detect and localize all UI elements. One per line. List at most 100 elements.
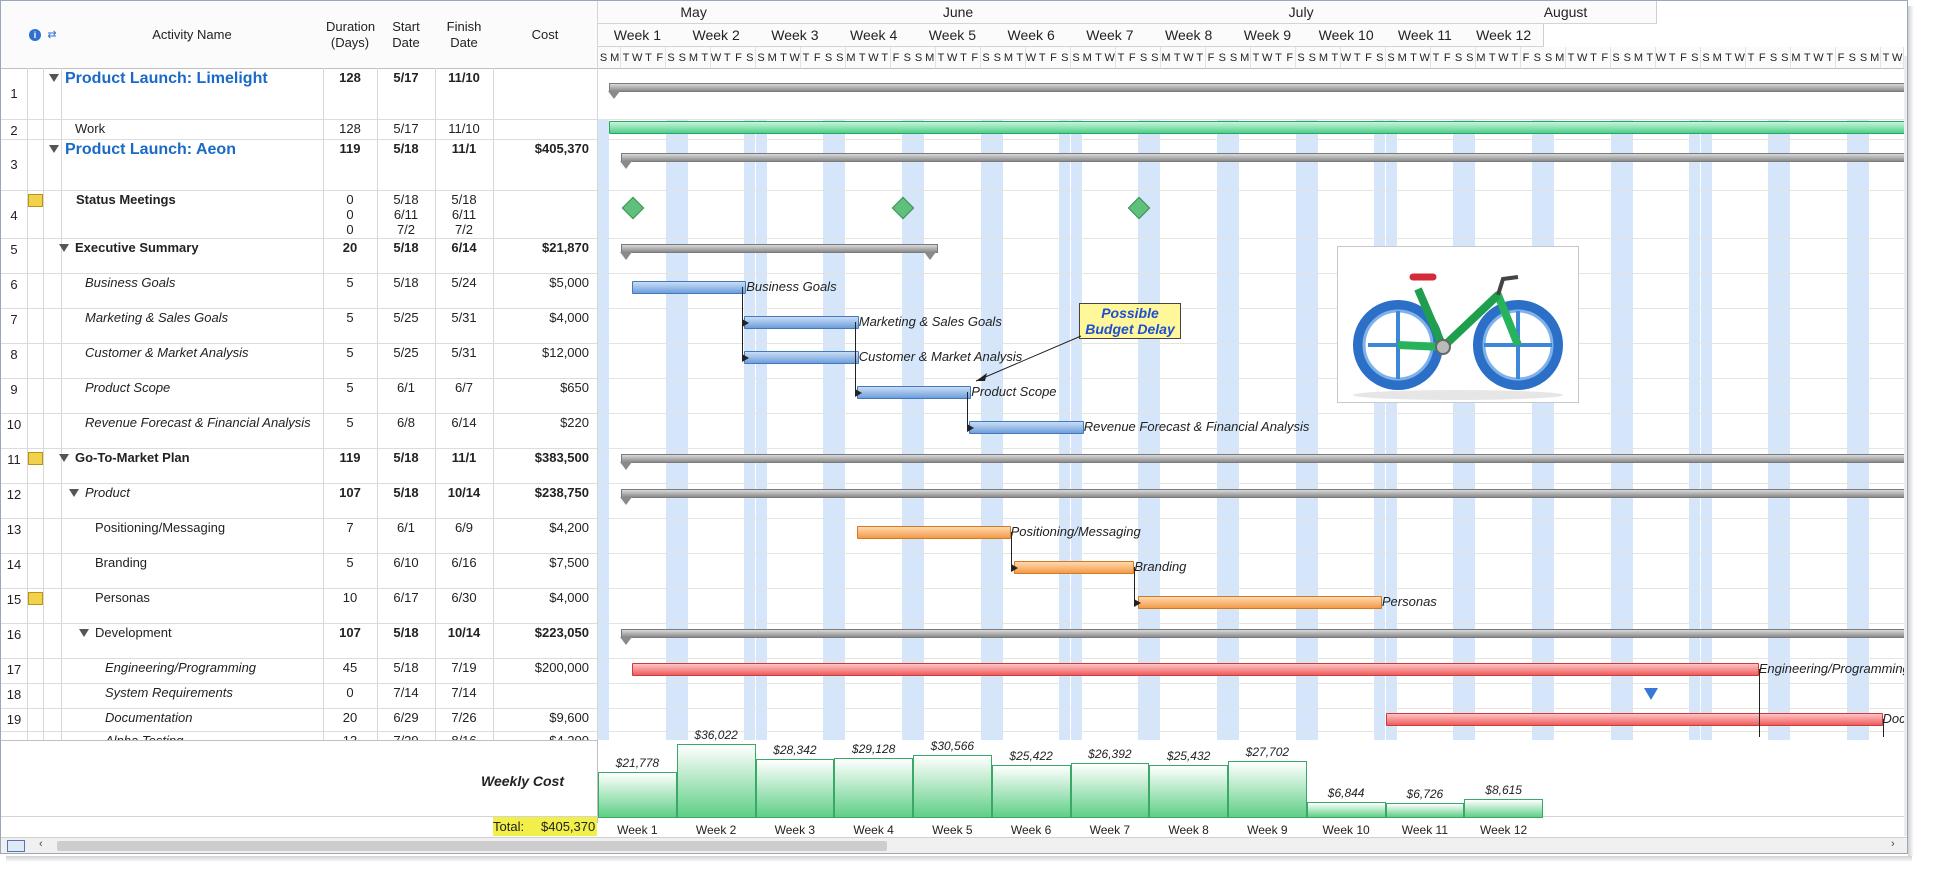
start-date-cell[interactable]: 5/18 <box>393 625 419 640</box>
finish-date-cell[interactable]: 6/9 <box>454 520 474 535</box>
cost-cell[interactable]: $650 <box>560 380 589 395</box>
row-number[interactable]: 11 <box>7 452 21 467</box>
start-date-cell[interactable]: 5/25 <box>393 345 419 360</box>
weekly-cost-bar[interactable] <box>676 744 756 818</box>
cost-cell[interactable]: $4,000 <box>549 590 589 605</box>
collapse-caret-icon[interactable] <box>49 145 59 153</box>
weekly-cost-bar[interactable] <box>598 772 677 818</box>
weekly-cost-bar[interactable] <box>1228 761 1307 818</box>
collapse-caret-icon[interactable] <box>59 454 69 462</box>
finish-date-cell[interactable]: 10/14 <box>447 625 481 640</box>
start-date-cell[interactable]: 5/18 <box>393 275 419 290</box>
cost-cell[interactable]: $7,500 <box>549 555 589 570</box>
duration-cell[interactable]: 0 0 0 <box>346 192 354 237</box>
finish-date-cell[interactable]: 11/1 <box>451 141 477 156</box>
finish-date-cell[interactable]: 6/7 <box>454 380 474 395</box>
activity-name[interactable]: System Requirements <box>105 685 233 700</box>
weekly-cost-bar[interactable] <box>1149 765 1228 818</box>
duration-cell[interactable]: 5 <box>346 310 354 325</box>
grid-view-icon[interactable] <box>7 840 25 852</box>
cost-cell[interactable]: $238,750 <box>534 485 589 500</box>
duration-cell[interactable]: 20 <box>342 240 358 255</box>
activity-name[interactable]: Development <box>95 625 172 640</box>
row-number[interactable]: 14 <box>6 557 22 572</box>
system-requirements-milestone[interactable] <box>1644 688 1659 700</box>
row-number[interactable]: 18 <box>6 687 22 702</box>
duration-cell[interactable]: 107 <box>339 625 361 640</box>
activity-name[interactable]: Status Meetings <box>76 192 176 207</box>
finish-date-cell[interactable]: 6/14 <box>451 240 477 255</box>
business-goals-bar[interactable] <box>631 281 747 294</box>
collapse-caret-icon[interactable] <box>49 74 59 82</box>
positioning-bar[interactable] <box>856 526 1011 539</box>
horizontal-scrollbar[interactable]: ‹ › <box>1 837 1907 853</box>
scrollbar-thumb[interactable] <box>57 841 887 851</box>
start-date-cell[interactable]: 6/1 <box>396 380 416 395</box>
duration-cell[interactable]: 45 <box>342 660 358 675</box>
activity-name[interactable]: Go-To-Market Plan <box>75 450 190 465</box>
weekly-cost-bar[interactable] <box>1464 799 1543 818</box>
duration-cell[interactable]: 5 <box>346 275 354 290</box>
duration-cell[interactable]: 107 <box>339 485 361 500</box>
cost-cell[interactable]: $9,600 <box>549 710 589 725</box>
start-date-cell[interactable]: 5/18 <box>393 660 419 675</box>
activity-name[interactable]: Engineering/Programming <box>105 660 257 675</box>
collapse-caret-icon[interactable] <box>59 244 69 252</box>
activity-name[interactable]: Positioning/Messaging <box>95 520 226 535</box>
weekly-cost-bar[interactable] <box>755 759 835 818</box>
row-number[interactable]: 16 <box>6 627 22 642</box>
duration-cell[interactable]: 119 <box>339 450 361 465</box>
start-date-cell[interactable]: 6/1 <box>396 520 416 535</box>
row-number[interactable]: 5 <box>10 242 18 257</box>
start-date-cell[interactable]: 7/14 <box>393 685 419 700</box>
start-date-cell[interactable]: 5/17 <box>393 70 419 85</box>
cost-cell[interactable]: $4,200 <box>549 520 589 535</box>
row-number[interactable]: 7 <box>10 312 18 327</box>
duration-cell[interactable]: 5 <box>346 380 354 395</box>
row-number[interactable]: 6 <box>10 277 18 292</box>
start-date-cell[interactable]: 5/17 <box>393 121 419 136</box>
duration-cell[interactable]: 5 <box>346 345 354 360</box>
row-number[interactable]: 3 <box>10 157 18 172</box>
start-date-cell[interactable]: 6/29 <box>393 710 419 725</box>
duration-cell[interactable]: 128 <box>339 121 361 136</box>
finish-date-cell[interactable]: 11/1 <box>451 450 477 465</box>
finish-date-cell[interactable]: 7/14 <box>451 685 477 700</box>
activity-name[interactable]: Product Launch: Limelight <box>65 70 268 87</box>
executive-summary-bar[interactable] <box>620 244 938 253</box>
cost-cell[interactable]: $4,000 <box>549 310 589 325</box>
duration-cell[interactable]: 0 <box>346 685 354 700</box>
finish-date-header[interactable]: Finish Date <box>435 1 494 69</box>
start-date-cell[interactable]: 5/18 <box>393 450 419 465</box>
start-date-cell[interactable]: 6/8 <box>396 415 416 430</box>
activity-name[interactable]: Personas <box>95 590 150 605</box>
cost-cell[interactable]: $200,000 <box>534 660 589 675</box>
finish-date-cell[interactable]: 11/10 <box>448 70 480 85</box>
weekly-cost-bar[interactable] <box>1306 802 1386 818</box>
row-number[interactable]: 1 <box>10 86 18 101</box>
cost-cell[interactable]: $12,000 <box>542 345 589 360</box>
cost-cell[interactable]: $220 <box>560 415 589 430</box>
duration-cell[interactable]: 119 <box>339 141 361 156</box>
activity-name[interactable]: Branding <box>95 555 148 570</box>
finish-date-cell[interactable]: 11/10 <box>448 121 480 136</box>
finish-date-cell[interactable]: 10/14 <box>447 485 481 500</box>
finish-date-cell[interactable]: 6/30 <box>451 590 477 605</box>
collapse-caret-icon[interactable] <box>69 489 79 497</box>
weekly-cost-bar[interactable] <box>1385 803 1465 818</box>
duration-cell[interactable]: 5 <box>346 415 354 430</box>
start-date-cell[interactable]: 5/25 <box>393 310 419 325</box>
scroll-right-icon[interactable]: › <box>1891 838 1895 850</box>
duration-cell[interactable]: 7 <box>346 520 354 535</box>
weekly-cost-bar[interactable] <box>1070 763 1150 818</box>
activity-name[interactable]: Documentation <box>105 710 193 725</box>
finish-date-cell[interactable]: 7/19 <box>451 660 477 675</box>
row-number[interactable]: 19 <box>6 712 22 727</box>
scroll-left-icon[interactable]: ‹ <box>39 838 43 850</box>
activity-name[interactable]: Marketing & Sales Goals <box>85 310 229 325</box>
duration-cell[interactable]: 10 <box>342 590 358 605</box>
finish-date-cell[interactable]: 5/31 <box>451 310 477 325</box>
finish-date-cell[interactable]: 6/14 <box>451 415 477 430</box>
activity-name[interactable]: Executive Summary <box>75 240 199 255</box>
finish-date-cell[interactable]: 5/18 6/11 7/2 <box>451 192 477 237</box>
